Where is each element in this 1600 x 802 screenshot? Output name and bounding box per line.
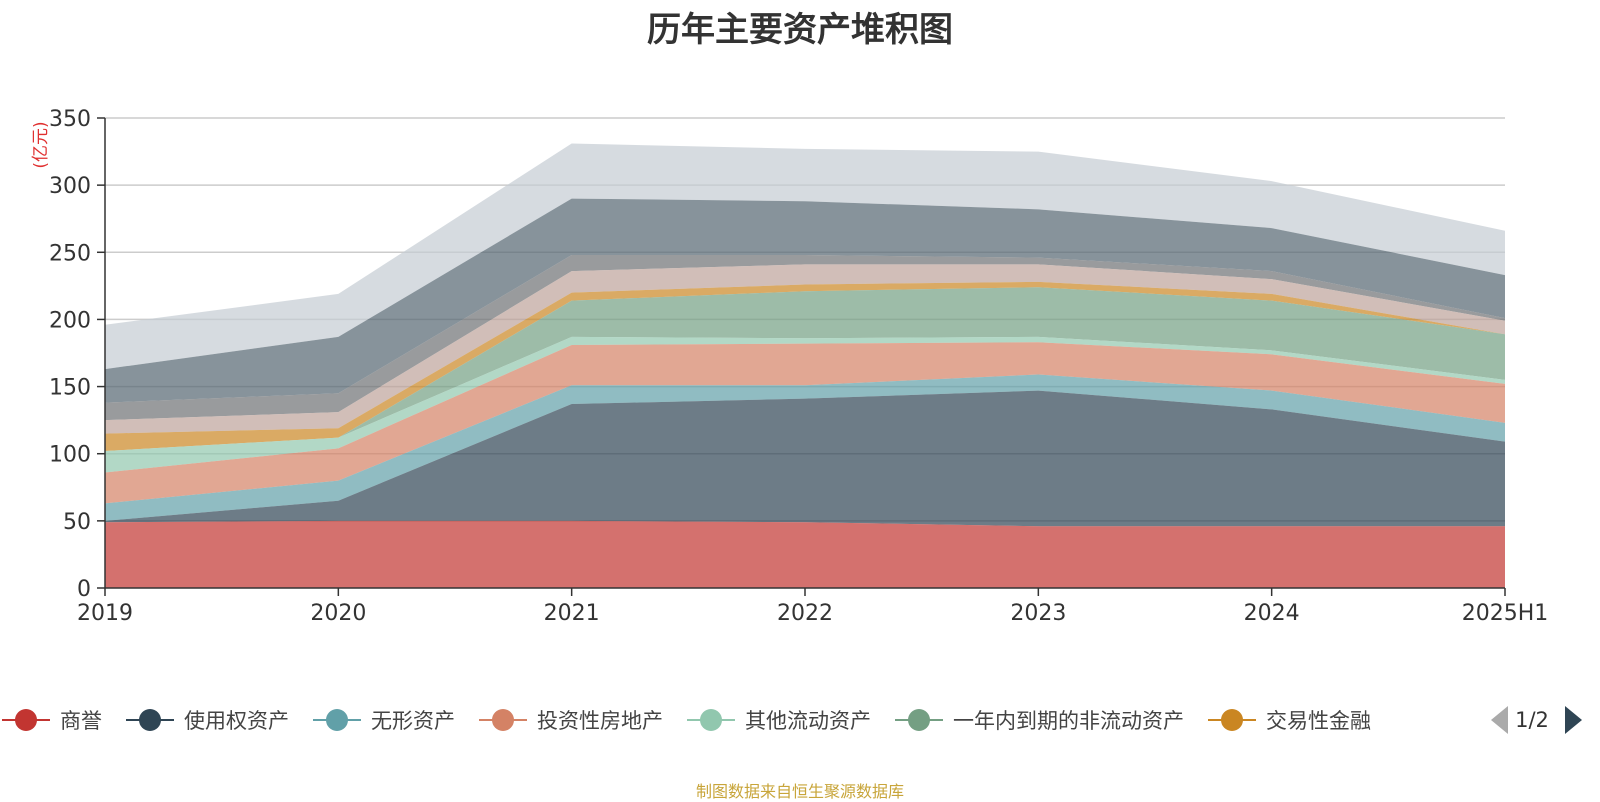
legend-item[interactable]: 一年内到期的非流动资产 xyxy=(895,709,1184,733)
legend-item[interactable]: 无形资产 xyxy=(313,709,455,733)
legend-marker xyxy=(908,709,930,731)
legend-label: 交易性金融 xyxy=(1266,709,1371,733)
y-tick-label: 200 xyxy=(49,308,91,333)
area-series-8 xyxy=(105,254,1505,421)
legend: 商誉 使用权资产 无形资产 投资性房地产 其他流动资产 一年内到期的非流动资产 交易性金融 1… xyxy=(2,706,1582,734)
x-tick-label: 2020 xyxy=(310,601,366,626)
legend-marker xyxy=(326,709,348,731)
legend-label: 无形资产 xyxy=(371,709,455,733)
legend-label: 其他流动资产 xyxy=(745,709,871,733)
chart-title: 历年主要资产堆积图 xyxy=(647,10,953,50)
legend-item[interactable]: 使用权资产 xyxy=(126,709,289,733)
area-series-2 xyxy=(105,374,1505,521)
legend-marker xyxy=(1221,709,1243,731)
area-series-3 xyxy=(105,342,1505,504)
legend-label: 一年内到期的非流动资产 xyxy=(953,709,1184,733)
y-tick-label: 350 xyxy=(49,107,91,132)
legend-marker xyxy=(15,709,37,731)
y-tick-label: 150 xyxy=(49,376,91,401)
x-tick-label: 2021 xyxy=(544,601,600,626)
legend-marker xyxy=(700,709,722,731)
area-series-0 xyxy=(105,520,1505,588)
x-tick-label: 2022 xyxy=(777,601,833,626)
x-tick-label: 2025H1 xyxy=(1462,601,1549,626)
y-tick-label: 100 xyxy=(49,443,91,468)
legend-label: 商誉 xyxy=(60,709,102,733)
data-source-note: 制图数据来自恒生聚源数据库 xyxy=(695,782,904,801)
area-series-5 xyxy=(105,287,1505,452)
area-series-10 xyxy=(105,143,1505,370)
legend-item[interactable]: 商誉 xyxy=(2,709,102,733)
area-series-1 xyxy=(105,390,1505,527)
legend-item[interactable]: 交易性金融 xyxy=(1208,709,1371,733)
legend-label: 使用权资产 xyxy=(184,709,289,733)
x-tick-label: 2024 xyxy=(1244,601,1300,626)
y-tick-label: 300 xyxy=(49,174,91,199)
area-series-9 xyxy=(105,198,1505,403)
legend-label: 投资性房地产 xyxy=(537,709,663,733)
legend-marker xyxy=(492,709,514,731)
legend-page-indicator: 1/2 xyxy=(1515,708,1549,732)
legend-item[interactable]: 投资性房地产 xyxy=(479,709,663,733)
triangle-right-icon[interactable] xyxy=(1565,706,1582,734)
triangle-left-icon[interactable] xyxy=(1491,706,1508,734)
y-tick-label: 50 xyxy=(63,510,91,535)
legend-item[interactable]: 其他流动资产 xyxy=(687,709,871,733)
y-axis-unit-label: (亿元) xyxy=(31,121,51,168)
y-tick-label: 250 xyxy=(49,241,91,266)
x-tick-label: 2019 xyxy=(77,601,133,626)
stacked-areas xyxy=(105,143,1505,588)
area-series-6 xyxy=(105,281,1505,452)
legend-marker xyxy=(139,709,161,731)
x-tick-label: 2023 xyxy=(1010,601,1066,626)
axes: 0 50 100 150 200 250 300 350 2019 2020 2021 2022 202… xyxy=(31,107,1548,626)
area-series-7 xyxy=(105,264,1505,434)
y-tick-label: 0 xyxy=(77,577,91,602)
